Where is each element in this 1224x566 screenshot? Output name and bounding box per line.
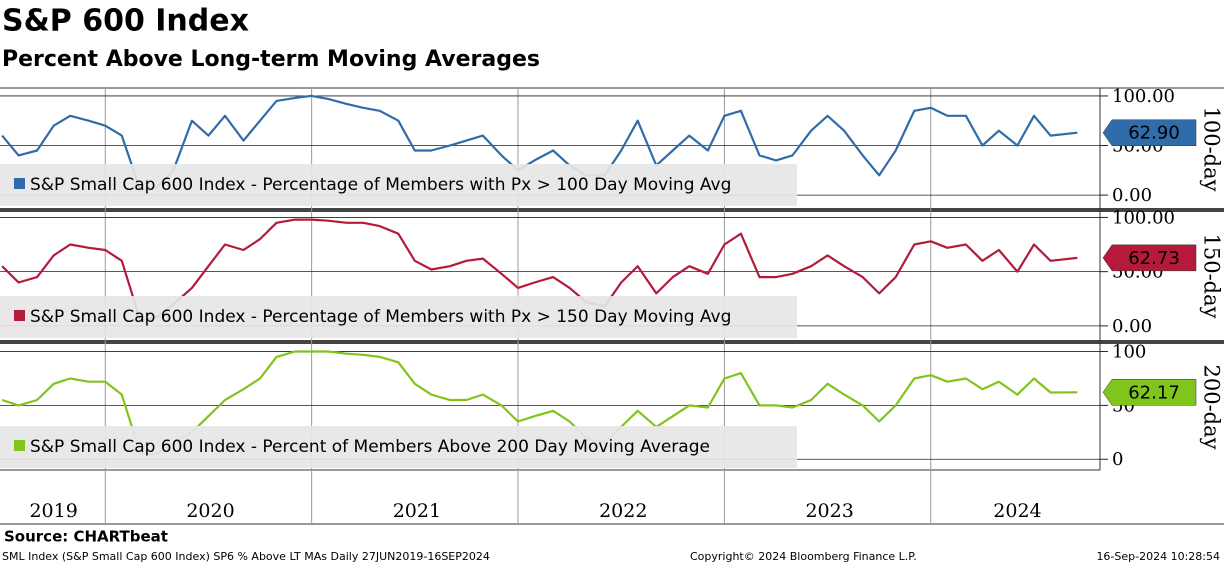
- y-tick-label: 0.00: [1112, 316, 1152, 337]
- y-tick-label: 100: [1112, 342, 1146, 363]
- panel-divider: [0, 208, 1224, 212]
- legend-box: [0, 164, 797, 206]
- footer-center: Copyright© 2024 Bloomberg Finance L.P.: [690, 550, 917, 563]
- x-tick-label: 2019: [29, 500, 77, 522]
- source: Source: CHARTbeat: [4, 528, 168, 546]
- last-value-label: 62.17: [1128, 382, 1180, 403]
- panel-label: 200-day: [1200, 364, 1224, 449]
- legend-label: S&P Small Cap 600 Index - Percentage of …: [30, 175, 731, 195]
- y-tick-label: 0.00: [1112, 185, 1152, 206]
- last-value-tag: [1102, 244, 1197, 272]
- last-value-tag: [1102, 119, 1197, 146]
- x-tick-label: 2024: [993, 500, 1041, 522]
- legend-label: S&P Small Cap 600 Index - Percentage of …: [30, 307, 731, 327]
- legend-swatch: [14, 178, 25, 189]
- panel-divider: [0, 340, 1224, 344]
- footer-left: SML Index (S&P Small Cap 600 Index) SP6 …: [2, 550, 490, 563]
- chart-subtitle: Percent Above Long-term Moving Averages: [2, 47, 540, 72]
- legend-label: S&P Small Cap 600 Index - Percent of Mem…: [30, 437, 710, 457]
- chart-title: S&P 600 Index: [2, 4, 249, 39]
- y-tick-label: 100.00: [1112, 86, 1175, 107]
- last-value-tag: [1102, 379, 1197, 406]
- panel-label: 100-day: [1200, 106, 1224, 191]
- y-tick-label: 100.00: [1112, 207, 1175, 228]
- x-tick-label: 2021: [393, 500, 441, 522]
- x-tick-label: 2022: [599, 500, 647, 522]
- panel-label: 150-day: [1200, 233, 1224, 318]
- y-tick-label: 0: [1112, 449, 1123, 470]
- last-value-label: 62.73: [1128, 248, 1180, 269]
- legend-swatch: [14, 440, 25, 451]
- x-tick-label: 2023: [805, 500, 853, 522]
- series-line: [1, 94, 1078, 192]
- x-tick-label: 2020: [186, 500, 234, 522]
- legend-box: [0, 426, 797, 468]
- legend-box: [0, 296, 797, 338]
- legend-swatch: [14, 310, 25, 321]
- footer-right: 16-Sep-2024 10:28:54: [1096, 550, 1220, 563]
- last-value-label: 62.90: [1128, 123, 1180, 144]
